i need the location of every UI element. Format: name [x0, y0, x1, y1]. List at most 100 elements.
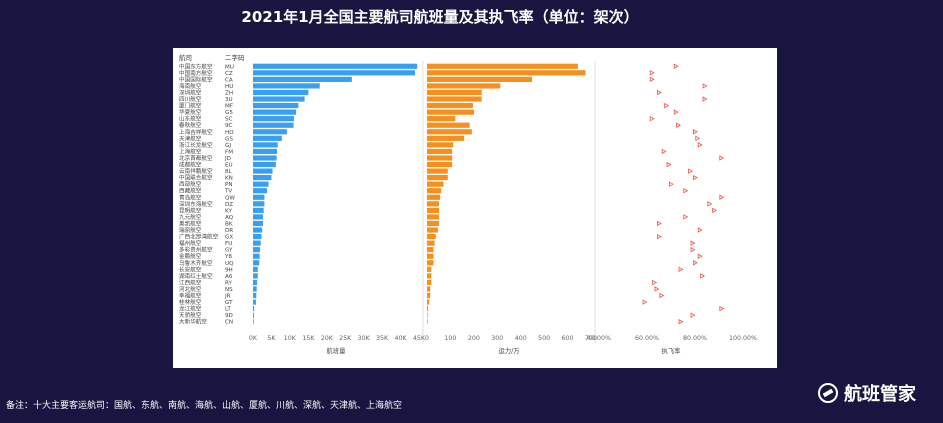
- airline-code-label: RY: [225, 280, 233, 286]
- airline-label: 西部航空: [179, 180, 202, 188]
- airline-label: 北京首都航空: [179, 154, 213, 162]
- rate-marker: [661, 148, 667, 155]
- x-tick-label: 0K: [249, 335, 258, 342]
- x-tick-label: 100: [444, 335, 456, 342]
- rate-marker: [700, 273, 706, 279]
- bar: [253, 260, 260, 266]
- bar: [427, 135, 465, 141]
- airline-code-label: A6: [225, 274, 233, 280]
- airline-code-label: KY: [225, 208, 232, 214]
- bar: [427, 292, 431, 299]
- airline-label: 奥凯航空: [179, 219, 202, 227]
- airline-code-label: GY: [225, 248, 233, 254]
- bar: [427, 161, 453, 168]
- airline-label: 上海吉祥航空: [179, 128, 213, 136]
- x-tick-label: 40.00%: [587, 335, 611, 342]
- airline-code-label: MU: [225, 64, 234, 70]
- bar: [427, 188, 442, 194]
- airline-code-label: TV: [224, 189, 232, 195]
- airline-code-label: ZH: [225, 90, 233, 96]
- bar: [427, 142, 454, 148]
- bar: [427, 83, 501, 89]
- bar: [253, 247, 261, 253]
- airline-code-label: 9D: [225, 313, 233, 319]
- rate-marker: [702, 96, 708, 102]
- rate-marker: [664, 102, 670, 109]
- rate-marker: [693, 260, 698, 266]
- airline-code-label: SC: [225, 117, 233, 123]
- plane-logo-icon: [818, 383, 838, 403]
- airline-label: 乌鲁木齐航空: [179, 259, 213, 267]
- airline-label: 中国南方航空: [179, 69, 213, 77]
- rate-marker: [659, 292, 665, 299]
- bar: [253, 89, 309, 96]
- airline-label: 中国东方航空: [179, 62, 213, 70]
- airline-label: 云南祥鹏航空: [179, 167, 213, 175]
- bar: [427, 233, 436, 240]
- airline-label: 山东航空: [179, 115, 202, 123]
- rate-marker: [719, 194, 725, 200]
- rate-marker: [669, 181, 674, 187]
- airline-label: 九元航空: [179, 213, 202, 221]
- bar: [253, 220, 263, 227]
- airline-code-label: MF: [225, 104, 233, 110]
- rate-marker: [673, 63, 679, 69]
- bar: [427, 168, 448, 174]
- airline-label: 湖南红土航空: [179, 272, 213, 280]
- airline-label: 桂林航空: [179, 298, 202, 306]
- bar: [253, 227, 263, 233]
- rate-marker: [642, 299, 648, 305]
- x-tick-label: 600: [562, 335, 574, 342]
- airline-code-label: QW: [225, 195, 235, 201]
- rate-marker: [693, 174, 698, 181]
- bar: [253, 194, 265, 200]
- rate-marker: [649, 115, 655, 122]
- rate-marker: [719, 155, 725, 161]
- rate-marker: [649, 76, 655, 83]
- rate-marker: [678, 266, 684, 273]
- rate-marker: [695, 135, 701, 142]
- bar: [253, 96, 305, 102]
- bar: [253, 155, 277, 161]
- x-axis-label: 执飞率: [662, 346, 681, 355]
- x-tick-label: 300: [491, 335, 503, 342]
- airline-code-label: FM: [225, 149, 233, 155]
- bar: [253, 148, 277, 155]
- airline-code-label: 8L: [225, 169, 233, 175]
- airline-code-label: AQ: [225, 215, 234, 221]
- bar: [253, 188, 268, 194]
- bar: [253, 70, 415, 76]
- bar: [427, 148, 453, 155]
- airline-label: 河北航空: [179, 285, 202, 293]
- airline-code-label: G5: [225, 110, 233, 116]
- bar: [427, 260, 434, 266]
- rate-marker: [690, 246, 696, 253]
- rate-marker: [688, 168, 694, 174]
- bar: [253, 142, 278, 148]
- airline-label: 春秋航空: [179, 121, 202, 129]
- airline-code-label: 9H: [225, 267, 233, 273]
- bar: [427, 102, 473, 109]
- bar: [253, 306, 255, 312]
- x-tick-label: 40K: [394, 335, 407, 342]
- bar: [253, 253, 260, 259]
- bar: [427, 279, 432, 286]
- airline-code-label: 9C: [225, 123, 233, 129]
- bar: [253, 168, 273, 174]
- airline-code-label: CA: [225, 77, 233, 83]
- bar: [253, 319, 254, 325]
- bar: [427, 247, 434, 253]
- x-tick-label: 60.00%: [635, 335, 659, 342]
- x-tick-label: 25K: [339, 335, 352, 342]
- chart-panel: 航司 二字码 中国东方航空 MU 中国南方航空 CZ 中国国际航空 CA 海南航空 HU 深圳航空 Z…: [173, 48, 777, 368]
- x-tick-label: 0: [425, 335, 429, 342]
- airline-code-label: GX: [225, 235, 233, 241]
- airline-label: 幸福航空: [179, 292, 202, 300]
- bar: [427, 273, 432, 279]
- airline-code-label: FU: [225, 241, 232, 247]
- airline-code-label: 3U: [225, 97, 233, 103]
- rate-marker: [697, 227, 703, 233]
- brand-name: 航班管家: [844, 384, 916, 405]
- bar: [253, 299, 256, 305]
- x-tick-label: 15K: [302, 335, 315, 342]
